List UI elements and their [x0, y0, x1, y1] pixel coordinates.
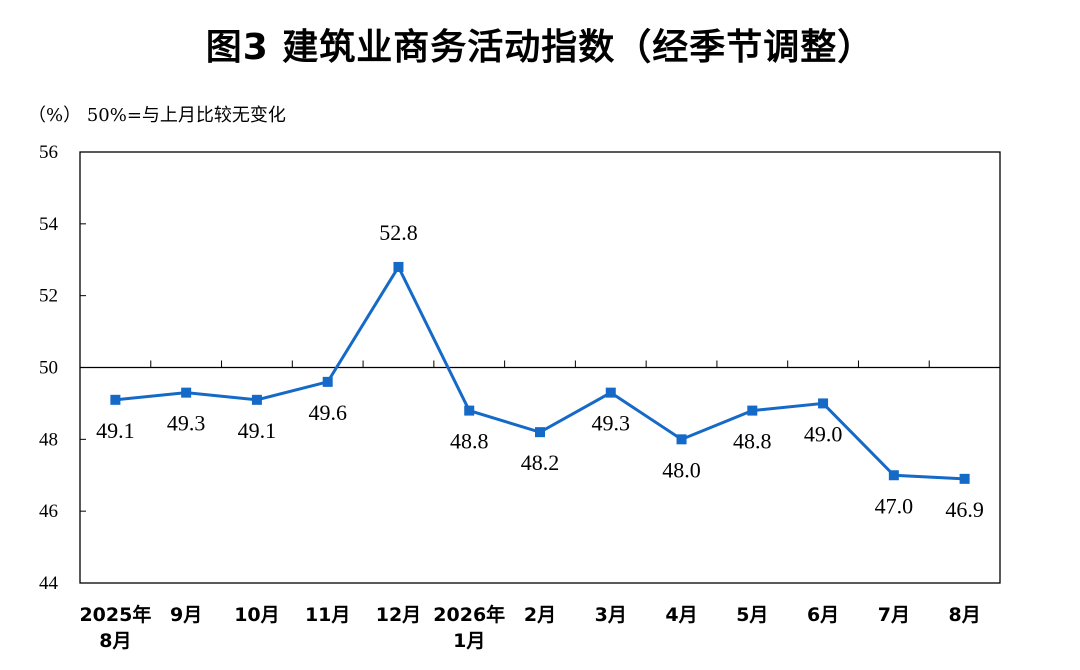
- data-label: 49.3: [592, 411, 631, 436]
- x-tick-label: 10月: [234, 604, 279, 626]
- y-tick-label: 46: [39, 501, 58, 522]
- data-label: 48.2: [521, 450, 560, 475]
- x-tick-label-line: 9月: [170, 604, 202, 626]
- y-tick-label: 56: [39, 142, 58, 163]
- data-point-marker: [747, 405, 758, 416]
- x-tick-label-line: 2025年: [79, 603, 151, 626]
- chart-title: 图3 建筑业商务活动指数（经季节调整）: [205, 27, 875, 68]
- x-tick-label-line: 5月: [736, 604, 768, 626]
- x-tick-label: 11月: [305, 604, 350, 626]
- data-point-marker: [676, 434, 687, 445]
- data-label: 52.8: [379, 220, 418, 245]
- data-point-marker: [393, 261, 404, 272]
- x-tick-label: 2月: [524, 604, 556, 626]
- data-point-marker: [251, 394, 262, 405]
- x-tick-label-line: 2月: [524, 604, 556, 626]
- y-tick-label: 50: [39, 358, 58, 379]
- data-label: 49.1: [238, 418, 277, 443]
- x-tick-label-line: 8月: [99, 630, 131, 652]
- x-tick-label: 2025年 8月: [79, 603, 151, 652]
- data-point-marker: [110, 394, 121, 405]
- data-label: 48.8: [733, 429, 772, 454]
- data-point-marker: [181, 387, 192, 398]
- y-tick-label: 44: [39, 573, 59, 594]
- x-tick-label-line: 2026年: [433, 603, 505, 626]
- data-label: 47.0: [875, 493, 914, 518]
- data-point-marker: [959, 473, 970, 484]
- x-tick-label-line: 1月: [453, 630, 485, 652]
- y-tick-label: 54: [39, 214, 59, 235]
- series-line: [115, 263, 965, 481]
- data-label: 46.9: [945, 497, 984, 522]
- data-point-marker: [888, 470, 899, 481]
- data-label: 49.6: [308, 400, 347, 425]
- data-point-marker: [322, 376, 333, 387]
- x-tick-label: 8月: [948, 604, 980, 626]
- x-tick-label: 2026年 1月: [433, 603, 505, 652]
- data-point-marker: [464, 405, 475, 416]
- x-tick-label: 4月: [665, 604, 697, 626]
- x-tick-label-line: 3月: [595, 604, 627, 626]
- y-axis-unit-note: （%） 50%=与上月比较无变化: [28, 105, 286, 126]
- x-tick-label-line: 12月: [376, 604, 421, 626]
- x-tick-label-line: 6月: [807, 604, 839, 626]
- data-point-marker: [535, 427, 545, 438]
- data-label: 49.1: [96, 418, 135, 443]
- data-point-marker: [818, 398, 829, 409]
- data-label: 48.8: [450, 429, 489, 454]
- data-point-marker: [605, 387, 616, 398]
- x-tick-label-line: 8月: [948, 604, 980, 626]
- x-tick-label-line: 11月: [305, 604, 350, 626]
- x-tick-label: 6月: [807, 604, 839, 626]
- x-tick-label-line: 4月: [665, 604, 697, 626]
- x-tick-label: 5月: [736, 604, 768, 626]
- x-tick-label: 12月: [376, 604, 421, 626]
- data-label: 48.0: [662, 457, 701, 482]
- y-tick-label: 48: [39, 429, 58, 450]
- x-tick-label: 3月: [595, 604, 627, 626]
- x-tick-label-line: 10月: [234, 604, 279, 626]
- data-label: 49.3: [167, 411, 206, 436]
- data-label: 49.0: [804, 421, 843, 446]
- x-tick-label: 7月: [878, 604, 910, 626]
- y-tick-label: 52: [39, 286, 58, 307]
- x-tick-label: 9月: [170, 604, 202, 626]
- x-tick-label-line: 7月: [878, 604, 910, 626]
